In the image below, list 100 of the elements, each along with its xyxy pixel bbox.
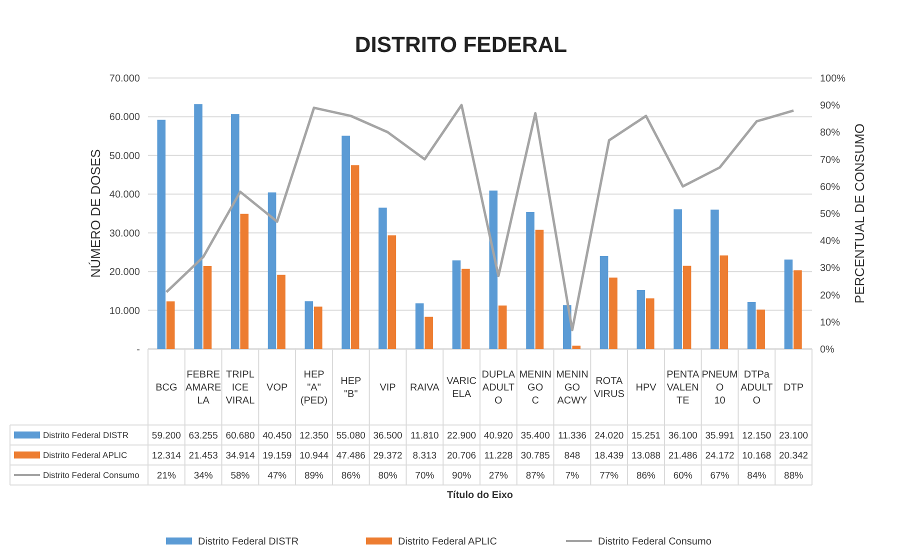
x-tick-label: ROTA VIRUS [594, 376, 625, 400]
y2-tick-label: 40% [820, 236, 840, 248]
data-label: 63.255 [188, 430, 218, 442]
data-label: 12.350 [299, 430, 329, 442]
data-label: 58% [230, 470, 250, 482]
bar [646, 298, 654, 349]
bar [350, 165, 360, 349]
bar [526, 212, 534, 349]
data-label: 19.159 [262, 450, 292, 462]
x-tick-label: MENINGO ACWY [556, 370, 588, 406]
data-label: 40.920 [484, 430, 513, 442]
y2-tick-label: 50% [820, 209, 840, 220]
y-tick-label: 30.000 [109, 228, 140, 240]
text: Distrito Federal DISTR [198, 536, 299, 548]
text: Distrito Federal APLIC [398, 536, 497, 548]
data-label: 77% [600, 470, 620, 482]
data-label: 11.336 [558, 430, 586, 442]
data-label: 11.810 [410, 430, 439, 442]
y-axis-title: NÚMERO DE DOSES [88, 148, 103, 278]
data-label: 34.914 [226, 450, 255, 462]
x-tick-label: DTP [784, 382, 804, 394]
bar [231, 114, 240, 349]
x-tick-label: VOP [266, 382, 288, 394]
y2-tick-label: 10% [820, 317, 840, 328]
data-label: 86% [341, 470, 361, 482]
legend-label: Distrito Federal Consumo [43, 470, 140, 480]
bar [240, 214, 249, 349]
bar [794, 270, 802, 349]
bar [268, 192, 276, 349]
bar [157, 120, 166, 349]
bar [609, 278, 618, 349]
y2-tick-label: 90% [820, 100, 840, 112]
data-label: 67% [710, 470, 730, 482]
x-tick-label: TRIPLICE VIRAL [226, 370, 256, 406]
data-label: 27% [488, 470, 509, 482]
data-label: 70% [415, 470, 435, 482]
data-label: 24.172 [705, 450, 734, 462]
data-label: 29.372 [373, 450, 402, 462]
y2-tick-label: 70% [820, 154, 840, 166]
bar [194, 104, 202, 349]
legend-label: Distrito Federal APLIC [43, 450, 128, 460]
data-label: 22.900 [447, 430, 476, 442]
text: Distrito Federal Consumo [598, 536, 712, 548]
data-label: 90% [452, 470, 472, 482]
data-label: 88% [784, 470, 804, 482]
x-tick-label: DUPLA ADULTO [482, 370, 516, 406]
bar [720, 255, 728, 349]
bar [203, 266, 212, 349]
data-label: 36.500 [373, 430, 402, 442]
y2-axis-title: PERCENTUAL DE CONSUMO [852, 123, 867, 304]
data-label: 24.020 [594, 430, 624, 442]
x-tick-label: BCG [156, 382, 178, 394]
data-label: 60.680 [226, 430, 255, 442]
x-tick-label: MENINGO C [519, 370, 552, 406]
x-tick-label: FEBRE AMARELA [186, 370, 222, 406]
data-label: 55.080 [336, 430, 366, 442]
data-label: 40.450 [262, 430, 292, 442]
y-tick-label: - [136, 344, 140, 356]
chart-title: DISTRITO FEDERAL [354, 32, 568, 57]
x-tick-label: VIP [380, 382, 396, 394]
bar [314, 306, 322, 349]
bar [784, 260, 793, 349]
bar [756, 310, 765, 349]
bar [388, 235, 396, 349]
x-tick-label: RAIVA [410, 382, 440, 394]
bar [682, 266, 692, 349]
y-tick-label: 70.000 [109, 74, 140, 84]
y-tick-label: 60.000 [109, 112, 140, 124]
data-label: 35.400 [520, 430, 550, 442]
data-label: 20.706 [447, 450, 476, 462]
data-label: 47.486 [336, 450, 366, 462]
y-tick-label: 10.000 [109, 306, 140, 317]
legend-label: Distrito Federal DISTR [43, 430, 128, 440]
bar [166, 301, 175, 349]
data-label: 23.100 [779, 430, 808, 442]
data-label: 84% [747, 470, 767, 482]
data-label: 10.168 [742, 450, 772, 462]
bar [636, 290, 646, 349]
bar [462, 268, 470, 349]
y2-tick-label: 60% [820, 182, 840, 193]
data-label: 21.453 [188, 450, 218, 462]
bar [572, 346, 581, 349]
data-label: 18.439 [594, 450, 624, 462]
data-label: 59.200 [152, 430, 181, 442]
bar [674, 209, 682, 349]
text: Título do Eixo [446, 490, 514, 501]
x-tick-label: VARICELA [446, 376, 476, 400]
data-label: 87% [526, 470, 546, 482]
bar [424, 316, 433, 349]
data-label: 30.785 [520, 450, 550, 462]
data-label: 34% [194, 470, 214, 482]
x-tick-label: HEP "B" [340, 376, 362, 400]
x-tick-label: HEP "A" (PED) [300, 370, 328, 406]
y-tick-label: 40.000 [109, 190, 140, 201]
data-label: 21% [156, 470, 177, 482]
data-label: 35.991 [705, 430, 734, 442]
data-label: 36.100 [668, 430, 698, 442]
data-label: 11.228 [484, 450, 513, 462]
data-label: 15.251 [631, 430, 661, 442]
bar [710, 210, 719, 349]
